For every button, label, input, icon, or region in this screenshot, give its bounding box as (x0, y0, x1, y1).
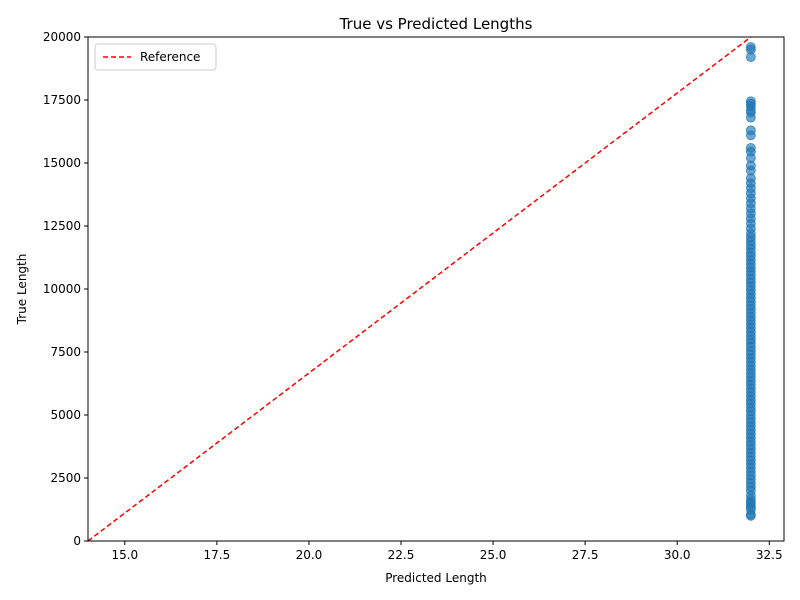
legend-reference-label: Reference (140, 50, 200, 64)
y-tick-label: 15000 (43, 156, 81, 170)
x-tick-label: 27.5 (572, 548, 599, 562)
data-point (745, 142, 756, 153)
y-tick-label: 0 (73, 534, 81, 548)
y-tick-label: 12500 (43, 219, 81, 233)
data-point (745, 125, 756, 136)
legend-box (94, 43, 217, 71)
x-tick-label: 30.0 (664, 548, 691, 562)
legend: Reference (94, 43, 217, 71)
data-point (745, 96, 756, 107)
points-layer (745, 42, 756, 521)
y-tick-label: 10000 (43, 282, 81, 296)
plot-frame (87, 36, 785, 542)
reference-line-layer (88, 37, 752, 541)
x-axis-label: Predicted Length (385, 571, 487, 585)
x-tick-label: 17.5 (204, 548, 231, 562)
y-tick-label: 20000 (43, 30, 81, 44)
x-tick-label: 22.5 (388, 548, 415, 562)
y-axis: 0 2500 5000 7500 10000 12500 15000 17500 20000 (43, 30, 88, 548)
x-tick-label: 32.5 (756, 548, 783, 562)
x-tick-label: 25.0 (480, 548, 507, 562)
x-axis: 15.0 17.5 20.0 22.5 25.0 27.5 30.0 32.5 (111, 541, 783, 562)
y-tick-label: 17500 (43, 93, 81, 107)
y-tick-label: 5000 (50, 408, 81, 422)
chart-title: True vs Predicted Lengths (339, 15, 533, 33)
reference-line (88, 37, 752, 541)
y-tick-label: 2500 (50, 471, 81, 485)
x-tick-label: 20.0 (296, 548, 323, 562)
data-point (745, 42, 756, 52)
x-tick-label: 15.0 (111, 548, 138, 562)
y-axis-label: True Length (15, 254, 29, 326)
y-tick-label: 7500 (50, 345, 81, 359)
